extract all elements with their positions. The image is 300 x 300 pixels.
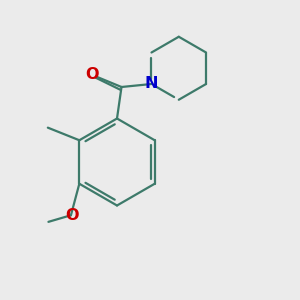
Text: N: N <box>145 76 158 91</box>
Text: O: O <box>65 208 78 223</box>
Text: O: O <box>86 67 99 82</box>
